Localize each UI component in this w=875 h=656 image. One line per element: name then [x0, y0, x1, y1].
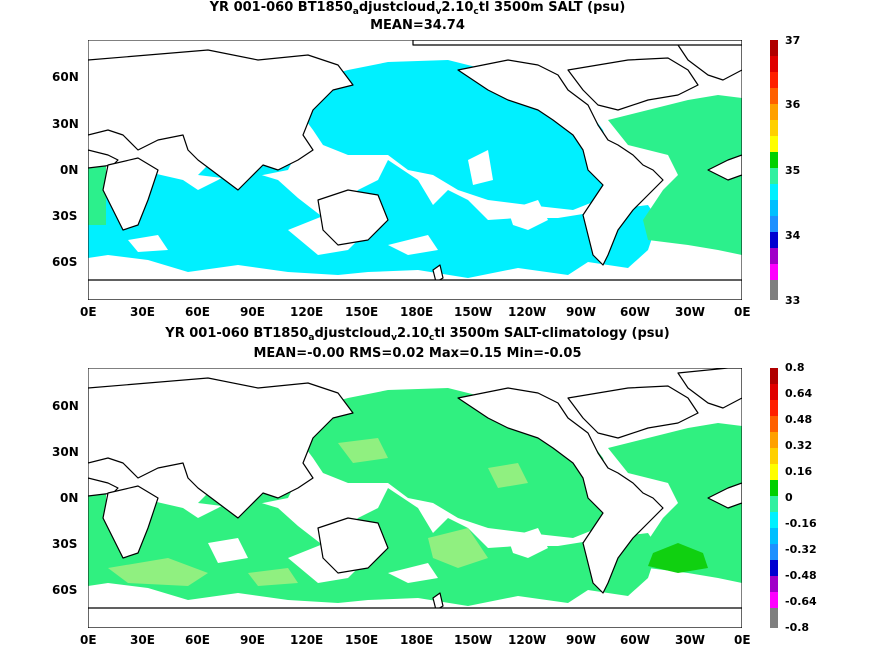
panel1-lon-label: 90W [566, 305, 596, 319]
panel2-lon-label: 90E [240, 633, 265, 647]
panel2-lon-label: 0E [80, 633, 97, 647]
panel1-indian-atlantic-patch [88, 165, 106, 225]
panel2-lat-label: 30N [52, 445, 79, 459]
panel1-lon-label: 0E [80, 305, 97, 319]
panel2-lat-label: 60S [52, 583, 78, 597]
panel2-lon-label: 150E [345, 633, 379, 647]
panel2-cb-label: 0 [785, 491, 793, 504]
panel1-lon-label: 0E [734, 305, 751, 319]
panel2-lat-label: 30S [52, 537, 78, 551]
panel2-cb-label: 0.32 [785, 439, 813, 452]
panel2-cb-label: 0.48 [785, 413, 813, 426]
panel2-lon-label: 60E [185, 633, 210, 647]
panel2-subtitle: MEAN=-0.00 RMS=0.02 Max=0.15 Min=-0.05 [253, 346, 582, 361]
panel2-map [88, 368, 742, 628]
panel1-lat-label: 60S [52, 255, 78, 269]
panel2-lon-label: 60W [620, 633, 650, 647]
panel1-title: YR 001-060 BT1850adjustcloudv2.10ctl 350… [209, 0, 626, 17]
panel1-lon-label: 150E [345, 305, 379, 319]
panel1-lat-label: 0N [60, 163, 79, 177]
panel1-cb-label: 33 [785, 294, 801, 307]
panel2-lon-label: 120E [290, 633, 324, 647]
panel1-lon-label: 150W [454, 305, 493, 319]
panel2-indian-atlantic-patch [88, 493, 106, 553]
panel2-cb-label: -0.32 [785, 543, 817, 556]
panel1-colorbar [770, 40, 778, 300]
panel1-lon-label: 30E [130, 305, 155, 319]
panel2-land [88, 368, 742, 628]
panel2-lon-label: 90W [566, 633, 596, 647]
panel2-lon-label: 150W [454, 633, 493, 647]
panel2-lon-label: 0E [734, 633, 751, 647]
panel2-lon-label: 120W [508, 633, 547, 647]
panel2-lon-label: 30E [130, 633, 155, 647]
panel1-lat-label: 60N [52, 70, 79, 84]
panel2-cb-label: -0.64 [785, 595, 817, 608]
panel1-white-gaps [128, 150, 548, 255]
panel1-lon-label: 120E [290, 305, 324, 319]
panel1-lon-label: 30W [675, 305, 705, 319]
panel2-lat-label: 60N [52, 399, 79, 413]
panel1-cb-label: 35 [785, 164, 801, 177]
panel2-light-patches [108, 438, 528, 586]
panel2-lon-label: 30W [675, 633, 705, 647]
panel1-lat-label: 30S [52, 209, 78, 223]
panel2-lat-label: 0N [60, 491, 79, 505]
panel2-atlantic-fill [608, 423, 742, 583]
panel2-colorbar [770, 368, 778, 628]
panel2-cb-label: 0.16 [785, 465, 813, 478]
panel1-atlantic-fill [608, 95, 742, 255]
panel2-cb-label: 0.8 [785, 361, 805, 374]
panel1-lon-label: 60W [620, 305, 650, 319]
panel2-cb-label: -0.48 [785, 569, 817, 582]
panel1-lat-label: 30N [52, 117, 79, 131]
panel2-dark-patch [648, 543, 708, 573]
panel1-lon-label: 60E [185, 305, 210, 319]
panel1-lon-label: 180E [400, 305, 434, 319]
panel2-lon-label: 180E [400, 633, 434, 647]
panel2-title: YR 001-060 BT1850adjustcloudv2.10ctl 350… [165, 326, 670, 343]
panel1-land [88, 40, 742, 300]
panel1-map [88, 40, 742, 300]
panel1-lon-label: 120W [508, 305, 547, 319]
panel1-subtitle: MEAN=34.74 [370, 18, 465, 33]
panel1-cb-label: 34 [785, 229, 801, 242]
panel2-cb-label: -0.8 [785, 621, 810, 634]
panel1-cb-label: 37 [785, 34, 801, 47]
panel2-cb-label: 0.64 [785, 387, 813, 400]
panel2-cb-label: -0.16 [785, 517, 817, 530]
panel1-cb-label: 36 [785, 98, 801, 111]
panel1-lon-label: 90E [240, 305, 265, 319]
